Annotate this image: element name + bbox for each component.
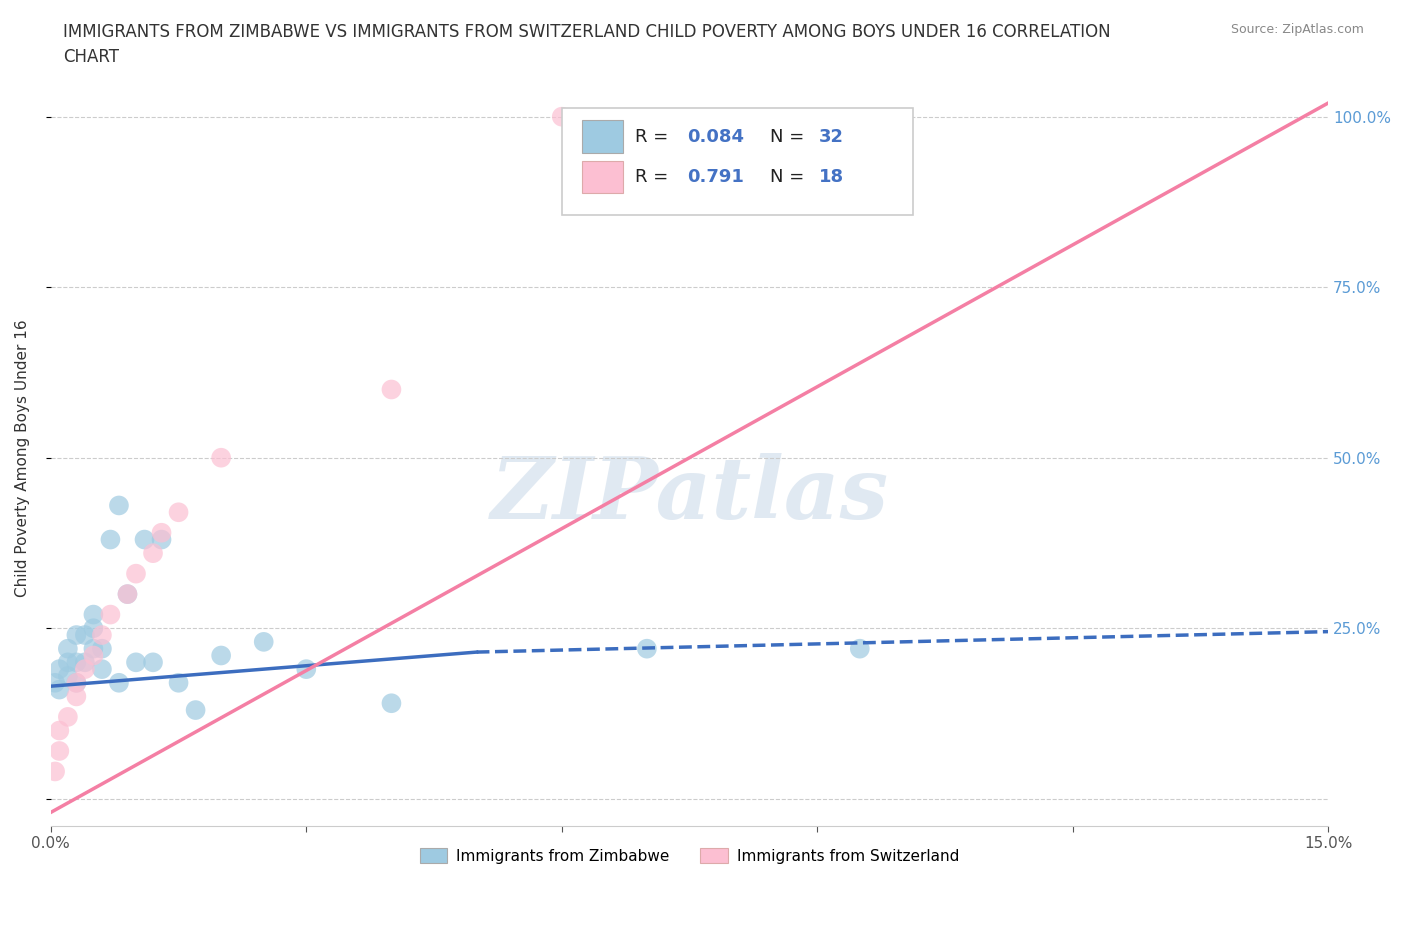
Point	[44, 675, 66, 690]
Point	[150, 525, 173, 540]
Point	[184, 703, 207, 718]
FancyBboxPatch shape	[562, 108, 912, 215]
Point	[73, 662, 96, 677]
Text: IMMIGRANTS FROM ZIMBABWE VS IMMIGRANTS FROM SWITZERLAND CHILD POVERTY AMONG BOYS: IMMIGRANTS FROM ZIMBABWE VS IMMIGRANTS F…	[63, 23, 1111, 66]
Text: 32: 32	[818, 127, 844, 145]
Point	[65, 689, 87, 704]
Point	[48, 744, 70, 759]
Point	[56, 655, 79, 670]
Point	[108, 498, 131, 512]
Point	[82, 648, 104, 663]
Point	[100, 532, 122, 547]
Point	[56, 710, 79, 724]
Point	[380, 382, 402, 397]
Text: Source: ZipAtlas.com: Source: ZipAtlas.com	[1230, 23, 1364, 36]
Point	[295, 662, 318, 677]
Text: 18: 18	[818, 168, 844, 186]
Point	[125, 566, 148, 581]
Point	[56, 642, 79, 657]
Text: N =: N =	[770, 168, 804, 186]
Point	[253, 634, 276, 649]
FancyBboxPatch shape	[582, 120, 623, 153]
Text: R =: R =	[634, 127, 668, 145]
Point	[48, 724, 70, 738]
Legend: Immigrants from Zimbabwe, Immigrants from Switzerland: Immigrants from Zimbabwe, Immigrants fro…	[413, 842, 966, 870]
Point	[100, 607, 122, 622]
Point	[108, 675, 131, 690]
Point	[551, 109, 574, 124]
Point	[73, 655, 96, 670]
Point	[117, 587, 139, 602]
Point	[82, 621, 104, 636]
Point	[90, 642, 112, 657]
Point	[636, 642, 658, 657]
Text: R =: R =	[634, 168, 668, 186]
Point	[48, 662, 70, 677]
Point	[142, 655, 165, 670]
Point	[134, 532, 156, 547]
Point	[209, 450, 232, 465]
Point	[90, 628, 112, 643]
Point	[82, 642, 104, 657]
Point	[65, 675, 87, 690]
Point	[142, 546, 165, 561]
Point	[150, 532, 173, 547]
Point	[65, 655, 87, 670]
Point	[82, 607, 104, 622]
Point	[380, 696, 402, 711]
FancyBboxPatch shape	[582, 161, 623, 193]
Y-axis label: Child Poverty Among Boys Under 16: Child Poverty Among Boys Under 16	[15, 319, 30, 596]
Point	[117, 587, 139, 602]
Point	[849, 642, 872, 657]
Text: 0.084: 0.084	[688, 127, 744, 145]
Point	[65, 628, 87, 643]
Point	[167, 675, 190, 690]
Text: ZIPatlas: ZIPatlas	[491, 453, 889, 537]
Point	[56, 669, 79, 684]
Text: 0.791: 0.791	[688, 168, 744, 186]
Point	[167, 505, 190, 520]
Point	[209, 648, 232, 663]
Point	[90, 662, 112, 677]
Point	[48, 683, 70, 698]
Point	[73, 628, 96, 643]
Text: N =: N =	[770, 127, 804, 145]
Point	[65, 675, 87, 690]
Point	[44, 764, 66, 779]
Point	[125, 655, 148, 670]
